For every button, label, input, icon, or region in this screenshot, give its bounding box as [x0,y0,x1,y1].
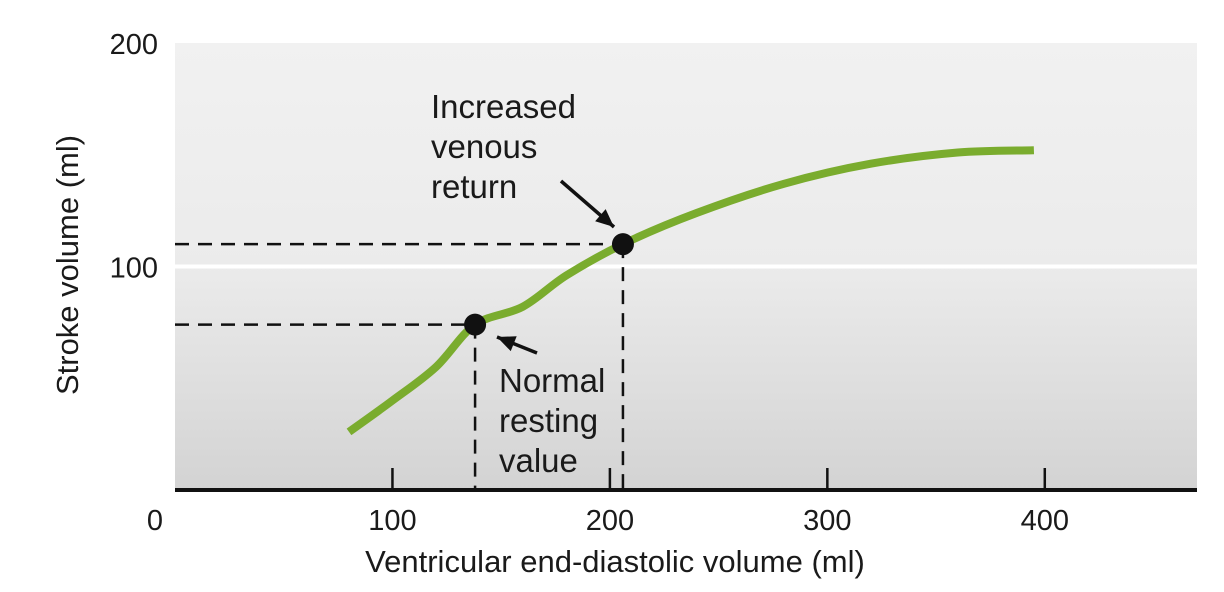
point-marker-1 [464,313,487,336]
y-tick-label-100: 100 [110,253,158,285]
x-tick-label-300: 300 [803,505,851,537]
x-tick-label-400: 400 [1021,505,1069,537]
y-tick-label-200: 200 [110,29,158,61]
annotation-line: Increased [431,88,576,125]
annotation-line: return [431,168,517,205]
annotation-line: Normal [499,362,605,399]
annotation-label-2: Increased venous return [431,88,576,205]
y-axis-title: Stroke volume (ml) [50,135,85,395]
annotation-line: venous [431,128,537,165]
annotation-line: resting [499,402,598,439]
x-tick-label-100: 100 [368,505,416,537]
annotation-arrowhead-2 [595,209,614,227]
x-tick-label-200: 200 [586,505,634,537]
point-marker-2 [611,233,634,256]
annotation-line: value [499,442,578,479]
annotation-label-1: Normal resting value [499,362,605,479]
annotation-arrowhead-1 [497,336,517,352]
x-axis-title: Ventricular end-diastolic volume (ml) [365,544,865,579]
x-tick-label-0: 0 [147,505,163,537]
